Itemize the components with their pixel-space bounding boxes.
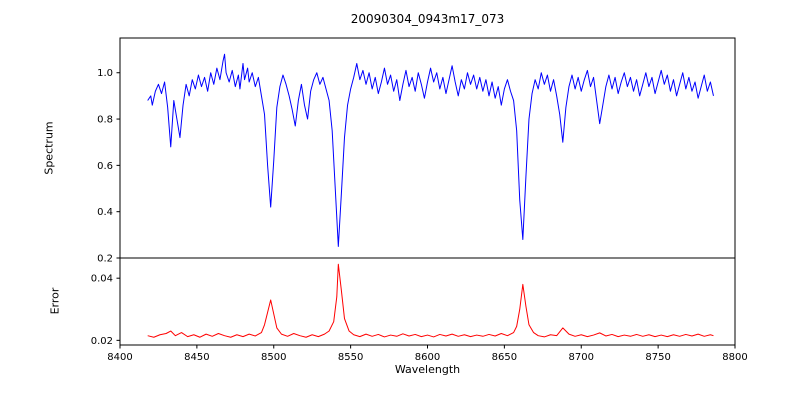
svg-text:8550: 8550 (338, 352, 363, 363)
svg-text:8450: 8450 (184, 352, 209, 363)
svg-text:0.04: 0.04 (91, 274, 113, 285)
svg-text:0.6: 0.6 (97, 161, 113, 172)
svg-text:8500: 8500 (261, 352, 286, 363)
x-axis-label: Wavelength (394, 363, 461, 376)
svg-text:1.0: 1.0 (97, 68, 113, 79)
svg-text:8750: 8750 (645, 352, 670, 363)
svg-text:8400: 8400 (107, 352, 132, 363)
figure-title: 20090304_0943m17_073 (350, 12, 505, 26)
svg-text:8700: 8700 (569, 352, 594, 363)
svg-text:0.8: 0.8 (97, 115, 113, 126)
svg-text:8800: 8800 (722, 352, 747, 363)
svg-text:0.4: 0.4 (97, 207, 113, 218)
svg-text:0.2: 0.2 (97, 254, 113, 265)
svg-text:8600: 8600 (415, 352, 440, 363)
svg-text:0.02: 0.02 (91, 336, 113, 347)
svg-text:8650: 8650 (492, 352, 517, 363)
